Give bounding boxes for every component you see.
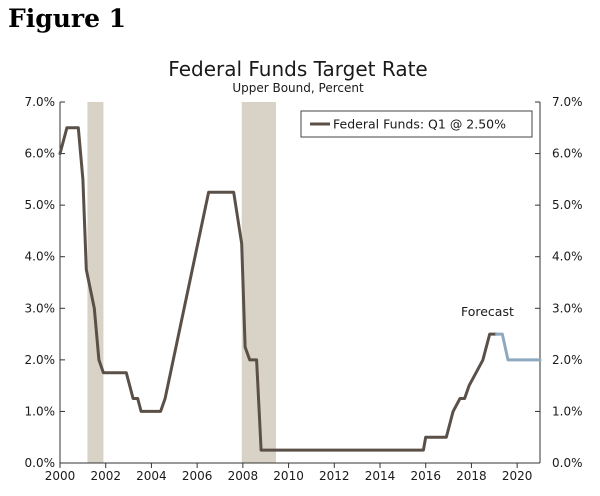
forecast-annotation: Forecast: [461, 304, 514, 319]
y-tick-label-right: 2.0%: [552, 353, 583, 367]
axes: [59, 101, 541, 468]
y-tick-label-left: 7.0%: [25, 95, 56, 109]
x-tick-label: 2006: [182, 469, 213, 483]
x-tick-label: 2010: [273, 469, 304, 483]
recession-band-1: [87, 102, 104, 463]
x-tick-label: 2000: [45, 469, 76, 483]
x-tick-label: 2012: [319, 469, 350, 483]
y-tick-label-left: 3.0%: [25, 301, 56, 315]
y-tick-label-right: 4.0%: [552, 250, 583, 264]
chart-subtitle: Upper Bound, Percent: [232, 81, 364, 95]
x-tick-label: 2016: [410, 469, 441, 483]
x-tick-label: 2008: [228, 469, 259, 483]
y-tick-label-left: 4.0%: [25, 250, 56, 264]
y-tick-label-left: 6.0%: [25, 147, 56, 161]
y-tick-label-right: 7.0%: [552, 95, 583, 109]
y-tick-label-right: 0.0%: [552, 456, 583, 470]
y-tick-label-left: 2.0%: [25, 353, 56, 367]
tick-labels: 0.0% 0.0% 1.0% 1.0% 2.0% 2.0% 3.0% 3.0% 4.0% 4.0%…: [25, 95, 583, 483]
figure-label: Figure 1: [8, 4, 127, 33]
recession-bands: [87, 102, 276, 463]
x-tick-label: 2018: [456, 469, 487, 483]
legend: Federal Funds: Q1 @ 2.50%: [300, 110, 533, 138]
y-tick-label-left: 0.0%: [25, 456, 56, 470]
chart-title: Federal Funds Target Rate: [168, 57, 427, 81]
legend-label: Federal Funds: Q1 @ 2.50%: [333, 117, 506, 132]
y-tick-label-right: 3.0%: [552, 301, 583, 315]
series-line-forecast: [495, 332, 542, 362]
y-tick-label-left: 1.0%: [25, 404, 56, 418]
y-tick-label-right: 5.0%: [552, 198, 583, 212]
x-tick-label: 2014: [365, 469, 396, 483]
x-tick-label: 2002: [90, 469, 121, 483]
y-tick-label-right: 6.0%: [552, 147, 583, 161]
x-tick-label: 2004: [136, 469, 167, 483]
x-tick-label: 2020: [502, 469, 533, 483]
legend-box: [300, 110, 533, 138]
y-tick-label-right: 1.0%: [552, 404, 583, 418]
series-line-actual: [58, 126, 499, 452]
y-tick-label-left: 5.0%: [25, 198, 56, 212]
series-lines: [58, 126, 542, 452]
